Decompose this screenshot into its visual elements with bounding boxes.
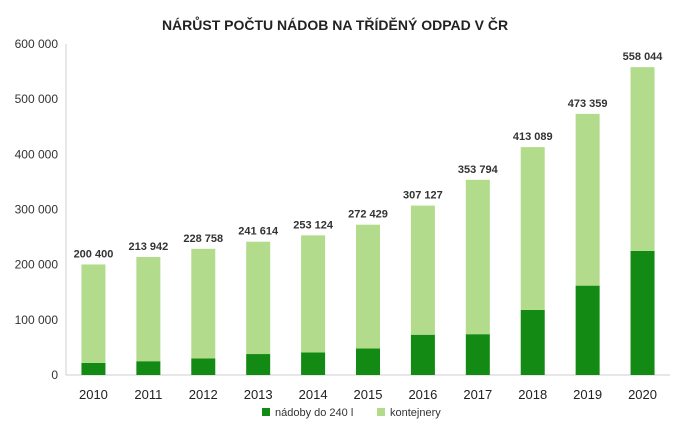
y-axis-ticks: 0 100 000 200 000 300 000 400 000 500 000 600 … [15, 37, 59, 382]
total-data-label: 473 359 [568, 98, 608, 110]
y-tick-label: 600 000 [15, 37, 59, 51]
total-data-label: 558 044 [623, 51, 664, 63]
total-data-label: 241 614 [238, 226, 279, 238]
bar-segment-nadoby-2019 [575, 285, 600, 375]
bar-segment-kontejnery-2019 [575, 113, 600, 286]
y-tick-label: 100 000 [15, 313, 59, 327]
total-data-label: 200 400 [74, 248, 114, 260]
bar-segment-kontejnery-2015 [356, 224, 380, 349]
y-tick-label: 0 [51, 368, 58, 382]
x-tick-label: 2016 [408, 387, 437, 402]
total-data-label: 353 794 [458, 164, 499, 176]
bar-segment-nadoby-2013 [246, 354, 271, 375]
bar-segment-nadoby-2017 [465, 334, 490, 375]
x-tick-label: 2020 [628, 387, 657, 402]
bar-segment-kontejnery-2010 [81, 264, 106, 363]
legend: nádoby do 240 l kontejnery [262, 407, 441, 419]
bar-segment-nadoby-2015 [356, 348, 380, 375]
x-tick-label: 2018 [518, 387, 547, 402]
total-data-label: 213 942 [128, 241, 168, 253]
legend-swatch-kontejnery [377, 408, 385, 416]
bar-segment-nadoby-2020 [630, 250, 655, 375]
x-tick-label: 2015 [354, 387, 383, 402]
total-data-label: 272 429 [348, 209, 388, 221]
legend-label-kontejnery: kontejnery [390, 407, 441, 419]
x-tick-label: 2012 [189, 387, 218, 402]
bar-segment-kontejnery-2017 [465, 179, 490, 335]
bar-segment-nadoby-2014 [301, 352, 326, 375]
x-tick-label: 2019 [573, 387, 602, 402]
bar-segment-kontejnery-2020 [630, 67, 655, 251]
bars-group [81, 67, 655, 375]
x-tick-label: 2017 [463, 387, 492, 402]
x-tick-label: 2014 [299, 387, 328, 402]
bar-segment-kontejnery-2016 [410, 205, 435, 335]
x-axis-ticks: 2010 2011 2012 2013 2014 2015 2016 2017 2018 2019… [79, 387, 657, 402]
bar-segment-kontejnery-2012 [191, 248, 216, 359]
bar-segment-nadoby-2012 [191, 358, 216, 375]
legend-label-nadoby: nádoby do 240 l [275, 407, 353, 419]
bar-segment-kontejnery-2018 [520, 147, 545, 310]
bar-segment-nadoby-2010 [81, 362, 106, 375]
bar-segment-nadoby-2018 [520, 309, 545, 375]
x-tick-label: 2013 [244, 387, 273, 402]
y-tick-label: 300 000 [15, 203, 59, 217]
bar-segment-nadoby-2011 [136, 361, 161, 375]
total-data-label: 253 124 [293, 219, 334, 231]
chart-title: NÁRŮST POČTU NÁDOB NA TŘÍDĚNÝ ODPAD V ČR [162, 15, 508, 33]
x-tick-label: 2011 [134, 387, 162, 402]
bar-segment-kontejnery-2013 [246, 241, 271, 355]
data-labels-group: 200 400 213 942 228 758 241 614 253 124 272 4… [74, 51, 664, 260]
x-tick-label: 2010 [79, 387, 108, 402]
legend-swatch-nadoby [262, 408, 270, 416]
total-data-label: 228 758 [183, 233, 223, 245]
total-data-label: 307 127 [403, 190, 443, 202]
y-tick-label: 400 000 [15, 147, 59, 161]
bar-segment-kontejnery-2014 [301, 235, 326, 353]
total-data-label: 413 089 [513, 131, 553, 143]
bar-segment-kontejnery-2011 [136, 256, 161, 362]
y-tick-label: 500 000 [15, 92, 59, 106]
bar-segment-nadoby-2016 [410, 334, 435, 375]
y-tick-label: 200 000 [15, 258, 59, 272]
